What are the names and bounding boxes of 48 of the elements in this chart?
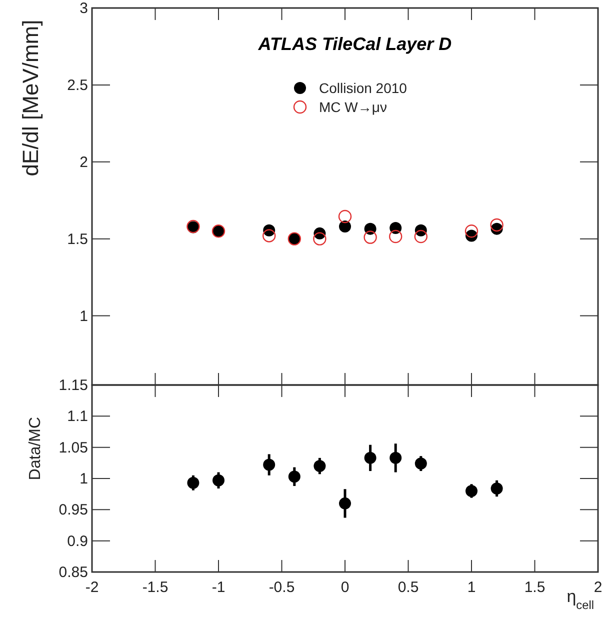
x-tick-label: -2 <box>85 579 99 596</box>
point <box>262 229 276 242</box>
point <box>389 230 402 244</box>
point <box>288 470 300 483</box>
y-tick-label: 1 <box>80 308 88 325</box>
y-tick-label: 2.5 <box>67 76 88 94</box>
point <box>187 476 200 489</box>
y-tick-label: 3 <box>80 0 88 17</box>
point <box>466 484 478 497</box>
y-axis-title: Data/MC <box>27 416 44 480</box>
point <box>364 230 377 244</box>
point <box>490 482 503 494</box>
y-axis-title: dE/dl [MeV/mm] <box>18 20 43 176</box>
y-tick-label: 1.15 <box>58 377 88 394</box>
x-tick-label: -0.5 <box>268 579 295 596</box>
y-tick-label: 2 <box>80 154 88 171</box>
point <box>414 458 427 470</box>
point <box>212 474 224 486</box>
point <box>414 230 428 244</box>
point <box>263 458 276 471</box>
y-tick-label: 1.5 <box>67 230 88 248</box>
x-tick-label: 1.5 <box>524 579 546 596</box>
x-tick-label: 2 <box>594 579 602 596</box>
point <box>390 452 402 464</box>
point <box>364 452 376 464</box>
y-tick-label: 0.85 <box>58 564 88 581</box>
x-tick-label: 0.5 <box>398 579 419 596</box>
x-axis-title: η$_{cell}$ <box>566 587 594 612</box>
y-tick-label: 1.1 <box>67 408 88 426</box>
y-tick-label: 0.95 <box>58 502 88 519</box>
y-tick-label: 1.05 <box>58 439 88 456</box>
x-tick-label: 0 <box>340 579 350 596</box>
point <box>339 497 351 510</box>
point <box>314 460 326 472</box>
point <box>390 222 402 234</box>
point <box>490 218 504 232</box>
y-tick-label: 1 <box>80 470 88 488</box>
legend-label: Collision 2010 <box>319 80 408 96</box>
point <box>339 220 351 233</box>
y-tick-label: 0.9 <box>67 532 88 550</box>
point <box>464 224 478 238</box>
point <box>313 232 326 246</box>
point <box>338 210 352 224</box>
x-tick-label: 1 <box>467 579 476 596</box>
legend-label: MC W→μν <box>319 99 387 115</box>
x-tick-label: -1.5 <box>142 579 168 596</box>
x-tick-label: -1 <box>212 579 226 596</box>
text: ATLAS TileCal Layer D <box>257 34 452 54</box>
